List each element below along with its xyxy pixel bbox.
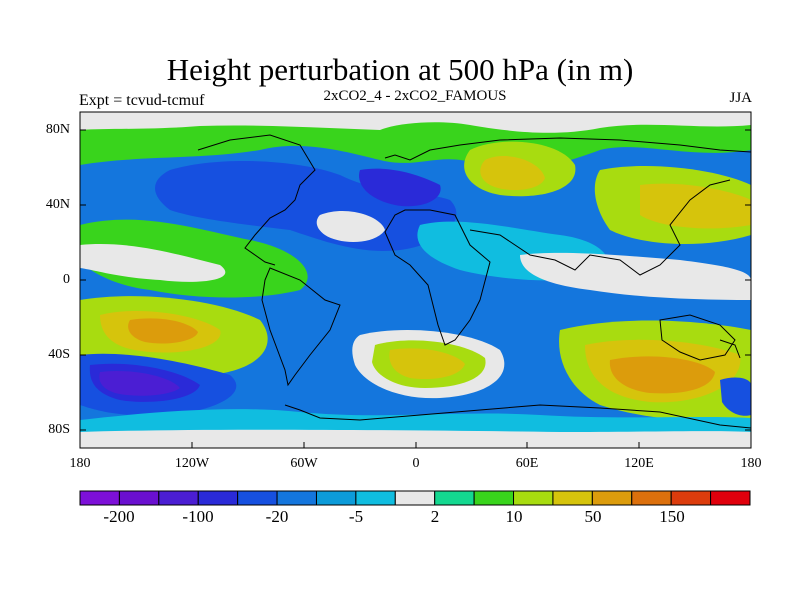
y-label-40n: 40N — [45, 197, 70, 212]
colorbar-swatch — [670, 490, 712, 506]
y-label-80n: 80N — [45, 122, 70, 137]
colorbar-tick-label: -20 — [265, 507, 289, 526]
colorbar-tick-label: 2 — [430, 507, 440, 526]
colorbar-swatch — [631, 490, 672, 506]
contour-field — [80, 112, 751, 448]
experiment-label: Expt = tcvud-tcmuf — [79, 92, 205, 109]
x-label-0: 0 — [412, 456, 420, 471]
colorbar-swatch — [591, 490, 633, 506]
colorbar-swatch — [237, 490, 278, 506]
colorbar-swatch — [434, 490, 475, 506]
subtitle-label: 2xCO2_4 - 2xCO2_FAMOUS — [323, 88, 507, 104]
season-label: JJA — [729, 90, 752, 106]
colorbar-swatch — [118, 490, 160, 506]
colorbar — [79, 490, 751, 506]
x-label-120w: 120W — [174, 456, 210, 471]
colorbar-tick-label: -100 — [182, 507, 214, 526]
colorbar-swatch — [315, 490, 357, 506]
x-label-60w: 60W — [290, 456, 318, 471]
colorbar-swatch — [158, 490, 199, 506]
colorbar-swatch — [276, 490, 317, 506]
colorbar-swatch — [394, 490, 436, 506]
colorbar-tick-label: 10 — [505, 507, 523, 526]
y-label-40s: 40S — [48, 347, 70, 362]
colorbar-tick-label: 50 — [584, 507, 602, 526]
x-label-60e: 60E — [515, 456, 539, 471]
colorbar-swatch — [197, 490, 239, 506]
y-label-80s: 80S — [48, 422, 70, 437]
colorbar-swatch — [552, 490, 593, 506]
colorbar-swatch — [79, 490, 120, 506]
y-label-0: 0 — [63, 272, 70, 287]
coastlines — [197, 134, 751, 429]
x-label-180w: 180 — [69, 456, 91, 471]
colorbar-swatch — [513, 490, 554, 506]
colorbar-swatch — [355, 490, 396, 506]
colorbar-tick-label: -200 — [103, 507, 135, 526]
colorbar-swatch — [473, 490, 515, 506]
axis-ticks — [79, 129, 752, 448]
x-label-120e: 120E — [624, 456, 654, 471]
colorbar-swatch — [710, 490, 751, 506]
colorbar-tick-label: 150 — [659, 507, 685, 526]
plot-title: Height perturbation at 500 hPa (in m) — [166, 52, 634, 87]
x-label-180e: 180 — [740, 456, 762, 471]
colorbar-tick-label: -5 — [348, 507, 364, 526]
